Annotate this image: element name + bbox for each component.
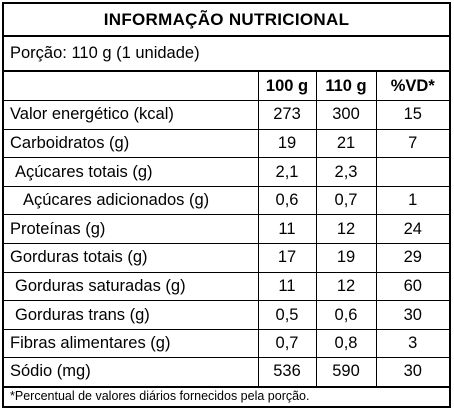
value-per-100g: 17 xyxy=(257,243,317,273)
value-per-110g: 2,3 xyxy=(315,157,377,187)
table-row: Valor energético (kcal) 273 300 15 xyxy=(4,100,449,130)
column-header-110g: 110 g xyxy=(315,72,377,102)
table-body: Valor energético (kcal) 273 300 15 Carboidra… xyxy=(4,100,449,388)
table-row: Gorduras trans (g) 0,5 0,6 30 xyxy=(4,300,449,330)
value-per-110g: 0,6 xyxy=(315,300,377,330)
value-per-100g: 273 xyxy=(257,100,317,130)
table-row: Sódio (mg) 536 590 30 xyxy=(4,357,449,388)
value-per-110g: 590 xyxy=(315,357,377,388)
value-per-100g: 2,1 xyxy=(257,157,317,187)
nutrient-label: Açúcares totais (g) xyxy=(4,157,259,187)
value-per-100g: 0,5 xyxy=(257,300,317,330)
nutrient-label: Gorduras saturadas (g) xyxy=(4,271,259,302)
footnote: *Percentual de valores diários fornecido… xyxy=(10,389,310,403)
daily-value-percent: 1 xyxy=(375,185,449,216)
value-per-100g: 0,6 xyxy=(257,185,317,216)
daily-value-percent: 60 xyxy=(375,271,449,302)
daily-value-percent: 3 xyxy=(375,328,449,359)
nutrient-label: Gorduras trans (g) xyxy=(4,300,259,330)
nutrient-label: Sódio (mg) xyxy=(4,357,259,388)
table-header-row: 100 g 110 g %VD* xyxy=(4,72,449,102)
panel-title: INFORMAÇÃO NUTRICIONAL xyxy=(4,4,449,37)
table-row: Gorduras saturadas (g) 11 12 60 xyxy=(4,271,449,302)
value-per-110g: 21 xyxy=(315,128,377,159)
table-row: Açúcares adicionados (g) 0,6 0,7 1 xyxy=(4,185,449,216)
daily-value-percent: 29 xyxy=(375,243,449,273)
value-per-100g: 0,7 xyxy=(257,328,317,359)
table-row: Açúcares totais (g) 2,1 2,3 xyxy=(4,157,449,187)
nutrient-label: Fibras alimentares (g) xyxy=(4,328,259,359)
column-header-100g: 100 g xyxy=(257,72,317,102)
daily-value-percent: 15 xyxy=(375,100,449,130)
portion-info: Porção: 110 g (1 unidade) xyxy=(4,37,449,72)
value-per-110g: 0,8 xyxy=(315,328,377,359)
column-header-daily-value: %VD* xyxy=(375,72,449,102)
nutrient-label: Gorduras totais (g) xyxy=(4,243,259,273)
nutrient-label: Valor energético (kcal) xyxy=(4,100,259,130)
value-per-100g: 11 xyxy=(257,271,317,302)
table-row: Proteínas (g) 11 12 24 xyxy=(4,214,449,245)
value-per-100g: 536 xyxy=(257,357,317,388)
nutrition-table: 100 g 110 g %VD* Valor energético (kcal)… xyxy=(4,72,449,388)
value-per-110g: 300 xyxy=(315,100,377,130)
daily-value-percent: 30 xyxy=(375,357,449,388)
table-row: Carboidratos (g) 19 21 7 xyxy=(4,128,449,159)
value-per-110g: 0,7 xyxy=(315,185,377,216)
daily-value-percent: 7 xyxy=(375,128,449,159)
value-per-100g: 11 xyxy=(257,214,317,245)
daily-value-percent: 30 xyxy=(375,300,449,330)
value-per-110g: 19 xyxy=(315,243,377,273)
nutrient-label: Açúcares adicionados (g) xyxy=(4,185,259,216)
daily-value-percent: 24 xyxy=(375,214,449,245)
value-per-110g: 12 xyxy=(315,214,377,245)
table-row: Gorduras totais (g) 17 19 29 xyxy=(4,243,449,273)
nutrition-facts-panel: INFORMAÇÃO NUTRICIONAL Porção: 110 g (1 … xyxy=(2,2,451,408)
nutrient-label: Proteínas (g) xyxy=(4,214,259,245)
nutrient-label: Carboidratos (g) xyxy=(4,128,259,159)
value-per-100g: 19 xyxy=(257,128,317,159)
daily-value-percent xyxy=(375,157,449,187)
column-header-nutrient xyxy=(4,72,259,102)
value-per-110g: 12 xyxy=(315,271,377,302)
table-row: Fibras alimentares (g) 0,7 0,8 3 xyxy=(4,328,449,359)
